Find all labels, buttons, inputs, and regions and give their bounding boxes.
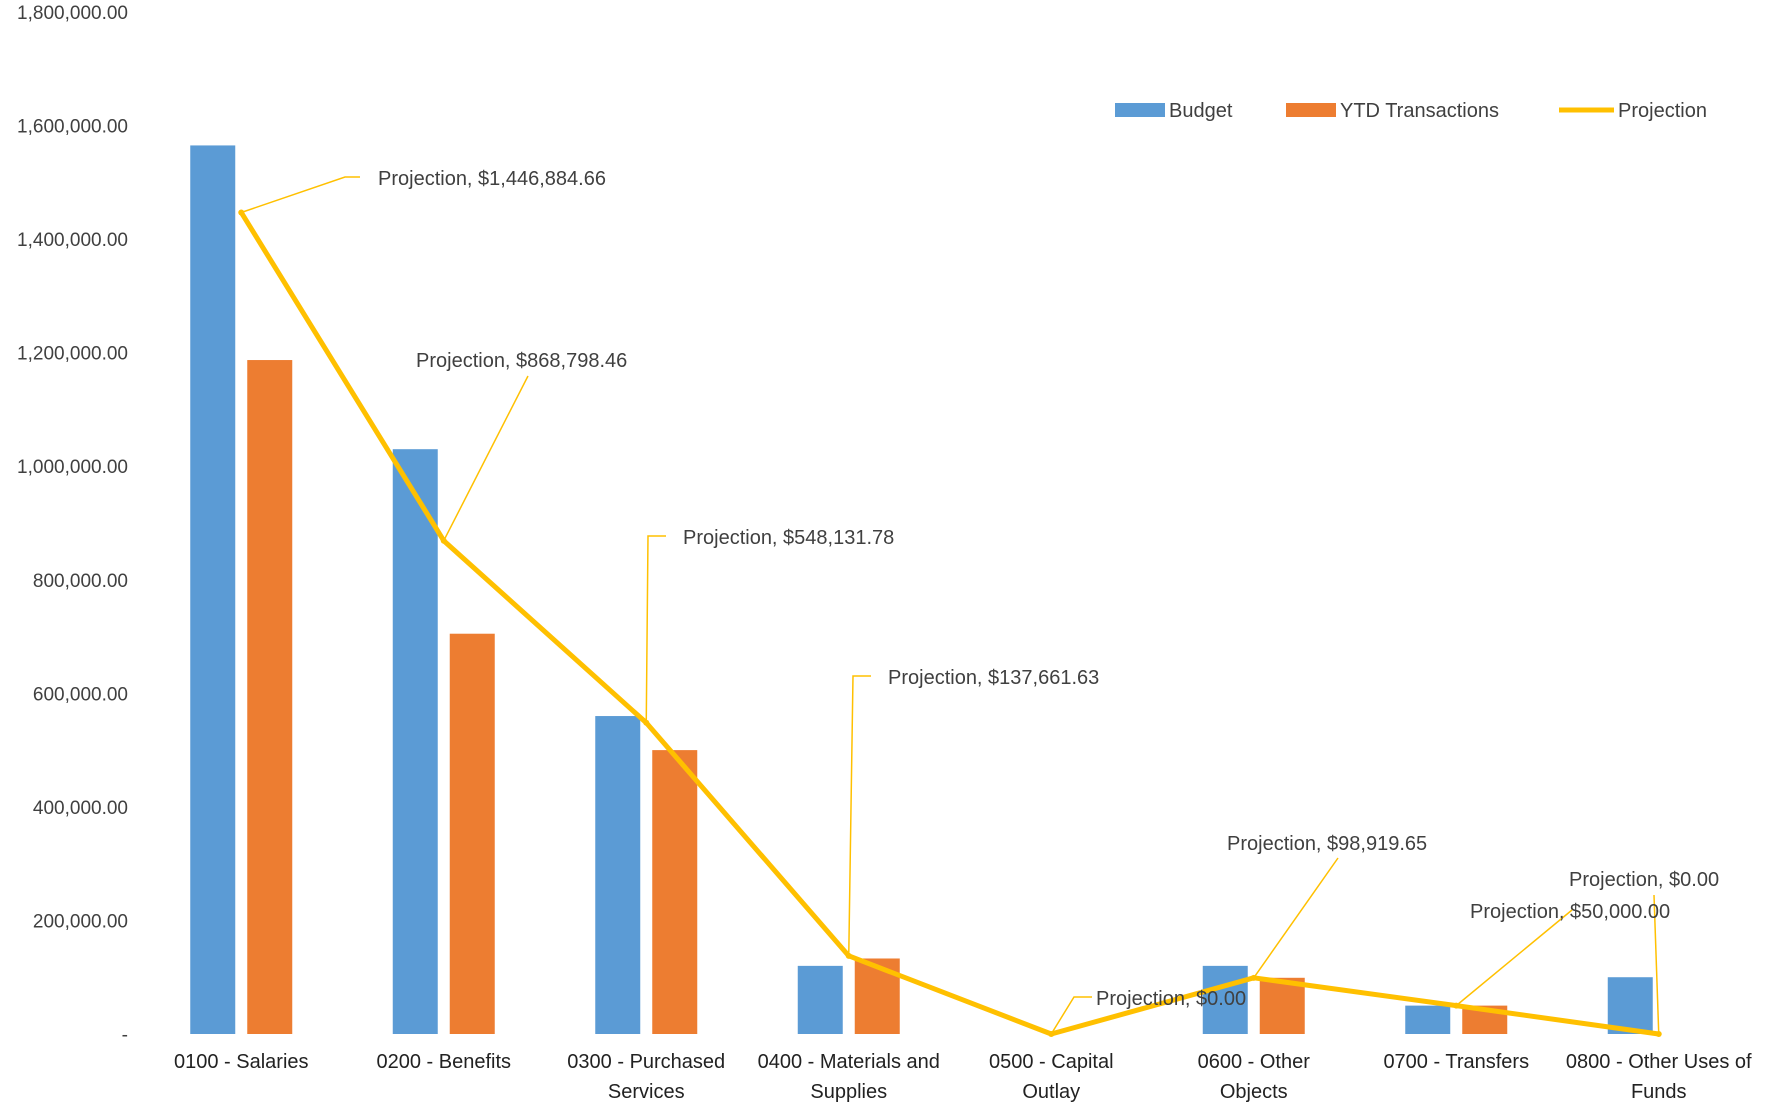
x-category-label: 0600 - Other Objects <box>1198 1051 1311 1103</box>
projection-point <box>1655 1031 1662 1037</box>
x-category-label-line: 0500 - Capital <box>989 1051 1114 1073</box>
x-category-label-line: 0600 - Other <box>1198 1051 1311 1073</box>
data-label-leader <box>645 535 666 723</box>
x-category-label-line: 0800 - Other Uses of <box>1566 1051 1752 1073</box>
data-labels: Projection, $1,446,884.66 Projection, $86… <box>378 168 1719 1010</box>
legend-label: Projection <box>1618 100 1707 122</box>
x-category-label-line: Outlay <box>1022 1081 1080 1103</box>
bar-ytd-transactions <box>1259 977 1305 1034</box>
x-category-label-line: 0100 - Salaries <box>174 1051 309 1073</box>
data-label-leader <box>1653 894 1660 1035</box>
x-category-label: 0500 - Capital Outlay <box>989 1051 1114 1103</box>
data-label: Projection, $137,661.63 <box>888 667 1099 689</box>
projection-point <box>643 719 650 726</box>
bar-ytd-transactions <box>652 750 698 1034</box>
data-label: Projection, $0.00 <box>1569 869 1719 891</box>
projection-point <box>845 952 852 959</box>
data-label-leader <box>1253 857 1339 979</box>
y-tick-label: 1,800,000.00 <box>17 3 128 24</box>
projection-point <box>1250 974 1257 981</box>
legend-label: YTD Transactions <box>1340 100 1499 122</box>
x-category-label-line: 0300 - Purchased <box>567 1051 725 1073</box>
data-label: Projection, $1,446,884.66 <box>378 168 606 190</box>
projection-line <box>239 211 1660 1037</box>
data-label: Projection, $868,798.46 <box>416 350 627 372</box>
data-label-leader <box>443 375 529 542</box>
x-category-label-line: Funds <box>1631 1081 1687 1103</box>
y-tick-label: 600,000.00 <box>33 684 128 705</box>
data-label: Projection, $0.00 <box>1096 988 1246 1010</box>
bar-budget <box>1202 965 1248 1034</box>
x-category-label: 0300 - Purchased Services <box>567 1051 725 1103</box>
x-category-label: 0800 - Other Uses of Funds <box>1566 1051 1752 1103</box>
bar-budget <box>797 965 843 1034</box>
bar-ytd-transactions <box>247 360 293 1034</box>
x-category-label-line: 0200 - Benefits <box>376 1051 511 1073</box>
data-label-leader <box>1050 996 1092 1035</box>
x-category-label: 0700 - Transfers <box>1383 1051 1529 1073</box>
bar-ytd-transactions <box>854 958 900 1034</box>
x-category-label-line: Services <box>608 1081 685 1103</box>
bar-budget <box>1607 977 1653 1034</box>
bar-budget <box>190 145 236 1034</box>
bar-ytd-transactions <box>449 633 495 1034</box>
y-tick-label: 1,200,000.00 <box>17 344 128 365</box>
x-category-label: 0100 - Salaries <box>174 1051 309 1073</box>
projection-line-group <box>238 209 1662 1037</box>
y-tick-label: 400,000.00 <box>33 798 128 819</box>
x-axis: 0100 - Salaries 0200 - Benefits 0300 - Pur… <box>174 1051 1752 1103</box>
bar-budget <box>595 716 641 1034</box>
x-category-label-line: Supplies <box>810 1081 887 1103</box>
x-category-label: 0200 - Benefits <box>376 1051 511 1073</box>
y-tick-label: 200,000.00 <box>33 911 128 932</box>
y-tick-label: - <box>122 1025 128 1046</box>
data-label-leader <box>1455 909 1573 1007</box>
bars <box>190 145 1653 1034</box>
bar-budget <box>1405 1005 1451 1034</box>
bar-budget <box>392 449 438 1034</box>
legend: Budget YTD Transactions Projection <box>1115 100 1707 122</box>
data-label: Projection, $548,131.78 <box>683 527 894 549</box>
y-tick-label: 1,000,000.00 <box>17 457 128 478</box>
data-label-leaders <box>241 176 1660 1035</box>
projection-point <box>440 537 447 544</box>
projection-point <box>1453 1002 1460 1009</box>
x-category-label-line: Objects <box>1220 1081 1288 1103</box>
y-axis: - 200,000.00 400,000.00 600,000.00 800,000.0… <box>17 3 128 1046</box>
projection-point <box>1048 1031 1055 1037</box>
y-tick-label: 800,000.00 <box>33 571 128 592</box>
x-category-label-line: 0400 - Materials and <box>758 1051 940 1073</box>
legend-swatch <box>1286 103 1336 117</box>
data-label: Projection, $50,000.00 <box>1470 901 1670 923</box>
y-tick-label: 1,400,000.00 <box>17 230 128 251</box>
x-category-label: 0400 - Materials and Supplies <box>758 1051 940 1103</box>
data-label-leader <box>848 675 871 956</box>
legend-swatch <box>1115 103 1165 117</box>
projection-point <box>238 209 245 216</box>
data-label-leader <box>241 176 360 214</box>
y-tick-label: 1,600,000.00 <box>17 117 128 138</box>
data-label: Projection, $98,919.65 <box>1227 833 1427 855</box>
legend-label: Budget <box>1169 100 1233 122</box>
x-category-label-line: 0700 - Transfers <box>1383 1051 1529 1073</box>
